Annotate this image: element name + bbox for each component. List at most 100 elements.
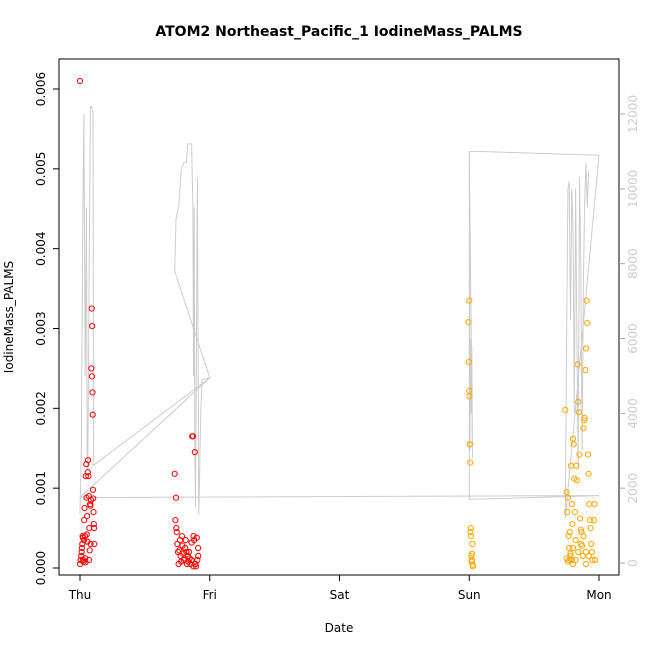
data-point: [195, 544, 202, 552]
data-point: [190, 563, 197, 570]
y2-tick-label: 0: [626, 559, 640, 567]
data-point: [78, 544, 86, 552]
data-point: [566, 544, 573, 552]
data-point: [468, 533, 475, 540]
y-axis-label: IodineMass_PALMS: [2, 261, 16, 373]
data-point: [466, 441, 474, 448]
y2-tick-label: 10000: [626, 170, 640, 208]
data-point: [178, 533, 185, 540]
data-point: [191, 449, 198, 456]
data-point: [568, 462, 575, 469]
data-point: [586, 517, 594, 524]
data-point: [569, 521, 576, 528]
data-point: [91, 540, 98, 548]
data-point: [182, 537, 189, 544]
data-point: [577, 515, 584, 522]
data-point: [577, 540, 584, 548]
data-point: [569, 544, 577, 552]
data-point: [465, 358, 473, 366]
x-tick-label: Mon: [586, 588, 611, 602]
data-point: [564, 494, 572, 501]
data-point: [570, 441, 577, 448]
data-point: [584, 451, 592, 458]
data-point: [88, 305, 95, 312]
data-point: [573, 477, 581, 484]
data-point: [563, 555, 570, 562]
data-point: [183, 548, 190, 556]
right-axis: 0 2000 4000 6000 8000 10000 12000: [619, 95, 640, 567]
data-point: [82, 555, 89, 562]
data-point: [582, 366, 589, 374]
data-point: [80, 537, 88, 544]
y2-tick-label: 12000: [626, 95, 640, 133]
data-point: [176, 547, 183, 554]
data-point: [86, 547, 93, 554]
data-point: [88, 373, 96, 380]
data-point: [575, 409, 583, 416]
data-point: [587, 525, 594, 532]
data-point: [173, 529, 180, 536]
x-axis: Thu Fri Sat Sun Mon: [68, 575, 612, 602]
points-layer: [76, 77, 599, 570]
data-point: [582, 345, 590, 352]
y-tick-label: 0.001: [34, 471, 48, 505]
data-point: [195, 552, 202, 560]
data-point: [575, 548, 582, 556]
data-point: [574, 361, 581, 368]
data-point: [572, 556, 579, 564]
y-tick-label: 0.000: [34, 551, 48, 585]
altitude-line: [78, 106, 600, 519]
data-point: [564, 508, 571, 516]
data-point: [579, 542, 586, 549]
data-point: [581, 417, 588, 424]
data-point: [579, 552, 586, 560]
data-point: [188, 556, 195, 564]
x-tick-label: Sat: [330, 588, 350, 602]
data-point: [582, 560, 590, 568]
data-point: [575, 398, 582, 405]
chart-title: ATOM2 Northeast_Pacific_1 IodineMass_PAL…: [155, 24, 522, 40]
data-point: [79, 540, 86, 548]
data-point: [89, 486, 97, 493]
x-tick-label: Thu: [68, 588, 92, 602]
data-point: [84, 513, 91, 520]
data-point: [86, 556, 93, 564]
x-tick-label: Fri: [203, 588, 217, 602]
data-point: [580, 533, 587, 540]
data-point: [78, 548, 85, 556]
data-point: [83, 531, 90, 538]
y-tick-label: 0.006: [34, 72, 48, 106]
data-point: [466, 297, 473, 304]
data-point: [580, 425, 587, 432]
y2-tick-label: 2000: [626, 473, 640, 504]
data-point: [189, 433, 196, 440]
y2-tick-label: 8000: [626, 248, 640, 279]
data-point: [573, 462, 580, 469]
data-point: [76, 77, 84, 85]
data-point: [585, 552, 592, 560]
data-point: [90, 525, 98, 532]
data-point: [193, 534, 200, 541]
data-point: [589, 556, 596, 564]
y2-tick-label: 4000: [626, 398, 640, 429]
data-point: [465, 319, 472, 326]
data-point: [81, 533, 89, 540]
y-tick-label: 0.002: [34, 391, 48, 425]
data-point: [564, 558, 572, 565]
y-tick-label: 0.003: [34, 311, 48, 345]
data-point: [584, 319, 591, 326]
data-point: [581, 414, 588, 421]
data-point: [469, 563, 476, 570]
y-tick-label: 0.004: [34, 231, 48, 265]
data-point: [190, 533, 197, 540]
data-point: [173, 525, 180, 532]
data-point: [592, 556, 599, 564]
y2-tick-label: 6000: [626, 323, 640, 354]
data-point: [89, 323, 96, 330]
data-point: [566, 529, 573, 536]
data-point: [85, 473, 92, 480]
data-point: [568, 501, 575, 508]
data-point: [193, 563, 200, 570]
data-point: [90, 495, 97, 502]
data-point: [81, 517, 88, 524]
